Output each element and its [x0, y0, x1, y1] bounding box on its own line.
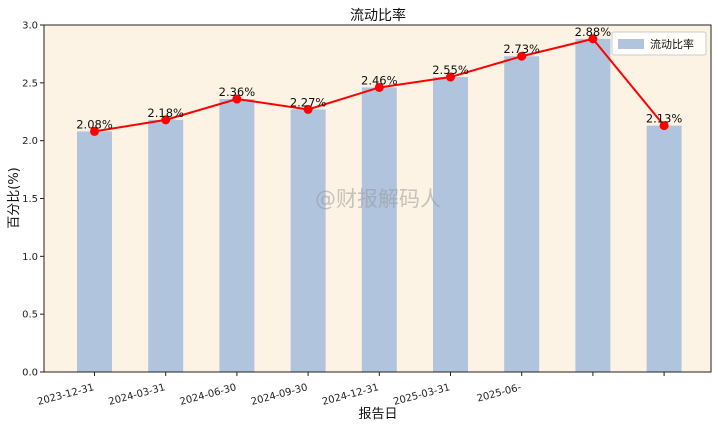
bars-layer — [77, 38, 682, 373]
bar — [504, 56, 540, 372]
data-label: 2.08% — [76, 117, 113, 131]
line-point — [446, 72, 455, 82]
y-tick-label: 1.0 — [22, 252, 38, 263]
line-point — [517, 51, 527, 61]
watermark: @财报解码人 — [315, 187, 441, 211]
data-labels-layer: 2.08% 2.18% 2.36% 2.27% 2.46% 2.55% 2.73% 2.88%… — [76, 25, 682, 132]
line-point — [374, 82, 384, 92]
bar — [290, 109, 326, 372]
bar — [575, 38, 611, 372]
chart-title: 流动比率 — [350, 7, 406, 24]
x-tick-label: 2024-03-31 — [107, 382, 166, 408]
data-label: 2.46% — [361, 73, 398, 87]
line-layer — [90, 34, 669, 136]
data-label: 2.27% — [290, 95, 327, 109]
line-point — [161, 115, 171, 125]
legend-swatch — [618, 39, 644, 49]
y-tick-label: 0.5 — [22, 310, 38, 321]
bar — [148, 119, 184, 372]
x-tick-label: 2024-06-30 — [179, 382, 238, 408]
data-label: 2.55% — [432, 63, 469, 77]
bar — [219, 99, 255, 372]
line-point — [232, 94, 242, 104]
legend: 流动比率 — [611, 31, 707, 56]
bar — [433, 77, 468, 373]
y-tick-label: 3.0 — [22, 21, 38, 32]
y-tick-label: 0.0 — [22, 368, 38, 379]
data-label: 2.88% — [575, 25, 612, 39]
bar — [361, 87, 397, 373]
legend-box — [611, 31, 707, 56]
bar — [646, 125, 682, 372]
line-point — [588, 34, 598, 44]
y-tick-label: 2.5 — [22, 78, 38, 89]
x-axis: 2023-12-31 2024-03-31 2024-06-30 2024-09-30… — [36, 372, 665, 408]
data-label: 2.36% — [219, 85, 256, 99]
data-label: 2.18% — [147, 106, 184, 120]
y-tick-label: 1.5 — [22, 194, 38, 205]
x-tick-label: 2024-12-31 — [321, 382, 380, 408]
x-tick-label: 2023-12-31 — [36, 382, 95, 408]
data-label: 2.73% — [503, 42, 540, 56]
bar — [77, 131, 112, 372]
legend-label: 流动比率 — [650, 37, 694, 51]
line-point — [303, 104, 313, 114]
x-tick-label: 2024-09-30 — [250, 382, 309, 408]
x-axis-title: 报告日 — [358, 407, 397, 422]
x-tick-label: 2025-06- — [476, 382, 523, 404]
x-tick-label: 2025-03-31 — [392, 382, 451, 408]
y-axis: 0.0 0.5 1.0 1.5 2.0 2.5 3.0 — [22, 21, 44, 379]
data-label: 2.13% — [646, 112, 683, 126]
y-axis-title: 百分比(%) — [7, 167, 22, 229]
line-point — [659, 121, 669, 131]
y-tick-label: 2.0 — [22, 136, 38, 147]
line-point — [90, 126, 99, 136]
